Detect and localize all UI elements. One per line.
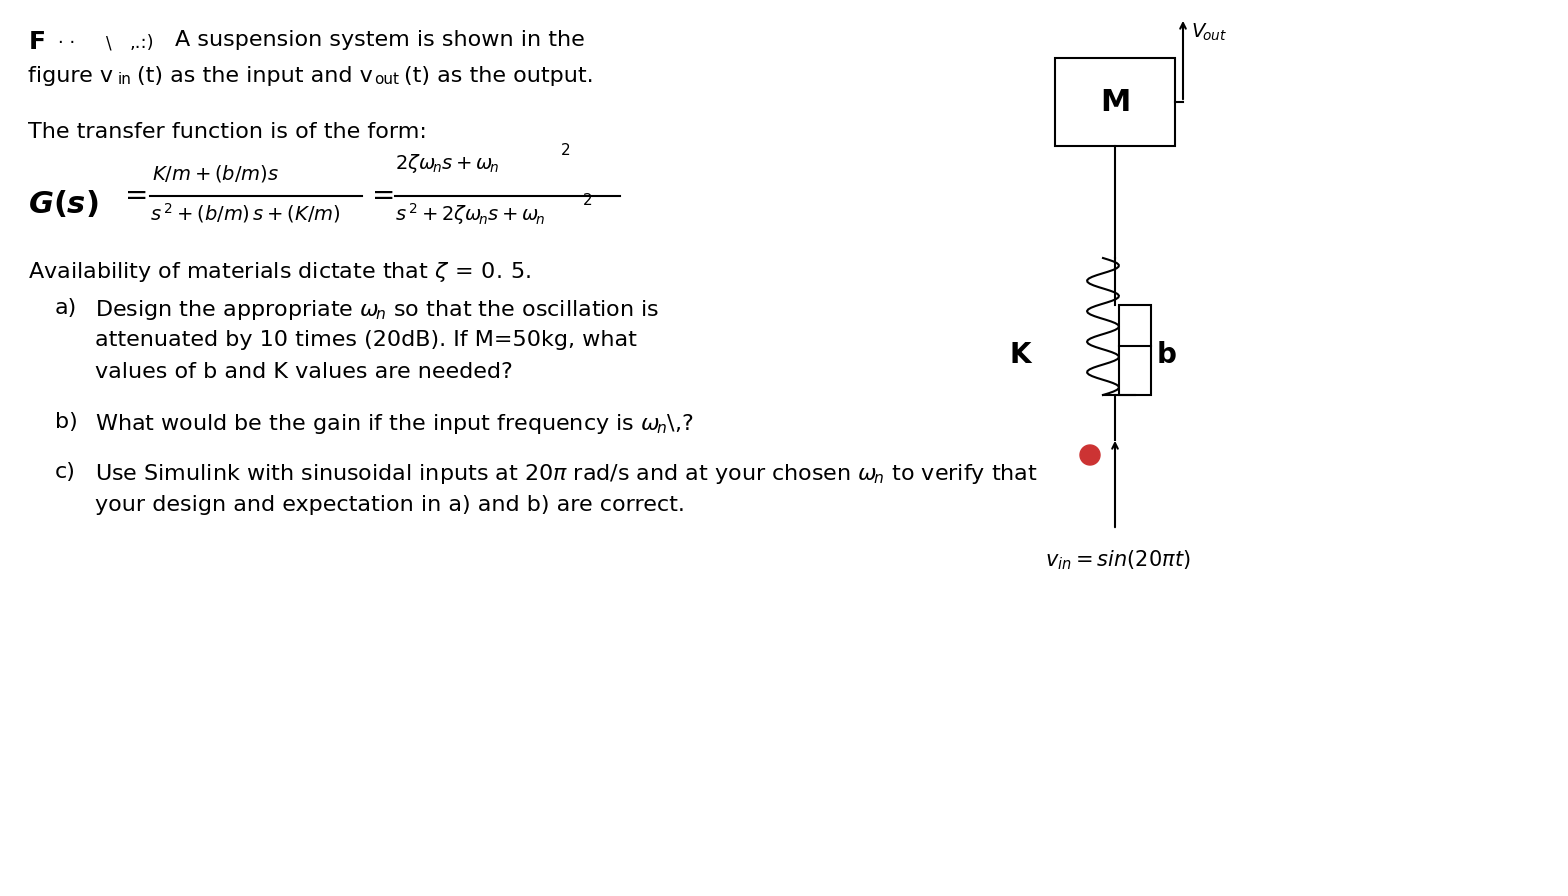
- Text: $\boldsymbol{G(s)}$: $\boldsymbol{G(s)}$: [28, 188, 99, 219]
- Circle shape: [1080, 445, 1101, 465]
- Text: $s^{\,2}+(b/m)\,s+(K/m)$: $s^{\,2}+(b/m)\,s+(K/m)$: [151, 201, 340, 225]
- Text: A suspension system is shown in the: A suspension system is shown in the: [176, 30, 585, 50]
- Text: $K/m+(b/m)s$: $K/m+(b/m)s$: [152, 163, 279, 184]
- Text: c): c): [55, 462, 75, 482]
- Text: attenuated by 10 times (20dB). If M=50kg, what: attenuated by 10 times (20dB). If M=50kg…: [96, 330, 637, 350]
- Text: b: b: [1157, 341, 1178, 369]
- Text: $\mathbf{F}$: $\mathbf{F}$: [28, 30, 45, 54]
- Text: What would be the gain if the input frequency is $\omega_{\!n}$\,?: What would be the gain if the input freq…: [96, 412, 693, 436]
- Text: =: =: [125, 182, 149, 210]
- Text: $V_{\!out}$: $V_{\!out}$: [1192, 22, 1226, 43]
- Text: b): b): [55, 412, 78, 432]
- Text: =: =: [372, 182, 395, 210]
- Text: $2$: $2$: [582, 192, 593, 208]
- Text: · ·: · ·: [58, 34, 75, 52]
- Text: your design and expectation in a) and b) are correct.: your design and expectation in a) and b)…: [96, 495, 685, 515]
- Text: (t) as the input and v: (t) as the input and v: [136, 66, 373, 86]
- Text: $v_{in} = sin(20\pi t)$: $v_{in} = sin(20\pi t)$: [1044, 548, 1190, 572]
- Text: $\backslash$: $\backslash$: [105, 34, 113, 52]
- Text: Design the appropriate $\omega_{\!n}$ so that the oscillation is: Design the appropriate $\omega_{\!n}$ so…: [96, 298, 660, 322]
- Text: Availability of materials dictate that $\zeta\,=\,0.\,5$.: Availability of materials dictate that $…: [28, 260, 532, 284]
- Bar: [1120, 305, 1151, 395]
- Text: out: out: [375, 72, 398, 87]
- Text: Use Simulink with sinusoidal inputs at 20$\pi$ rad/s and at your chosen $\omega_: Use Simulink with sinusoidal inputs at 2…: [96, 462, 1038, 486]
- Bar: [1055, 58, 1174, 146]
- Text: a): a): [55, 298, 77, 318]
- Text: ,.:): ,.:): [130, 34, 155, 52]
- Text: $s^{\,2}+2\zeta\omega_{\!n}s+\omega_{\!n}$: $s^{\,2}+2\zeta\omega_{\!n}s+\omega_{\!n…: [395, 201, 546, 227]
- Text: in: in: [118, 72, 132, 87]
- Text: (t) as the output.: (t) as the output.: [405, 66, 594, 86]
- Text: values of b and K values are needed?: values of b and K values are needed?: [96, 362, 513, 382]
- Text: M: M: [1099, 88, 1131, 116]
- Text: The transfer function is of the form:: The transfer function is of the form:: [28, 122, 426, 142]
- Text: K: K: [1010, 341, 1032, 369]
- Text: figure v: figure v: [28, 66, 113, 86]
- Text: $2$: $2$: [560, 142, 571, 158]
- Text: $2\zeta\omega_{\!n}s+\omega_{\!n}$: $2\zeta\omega_{\!n}s+\omega_{\!n}$: [395, 152, 499, 175]
